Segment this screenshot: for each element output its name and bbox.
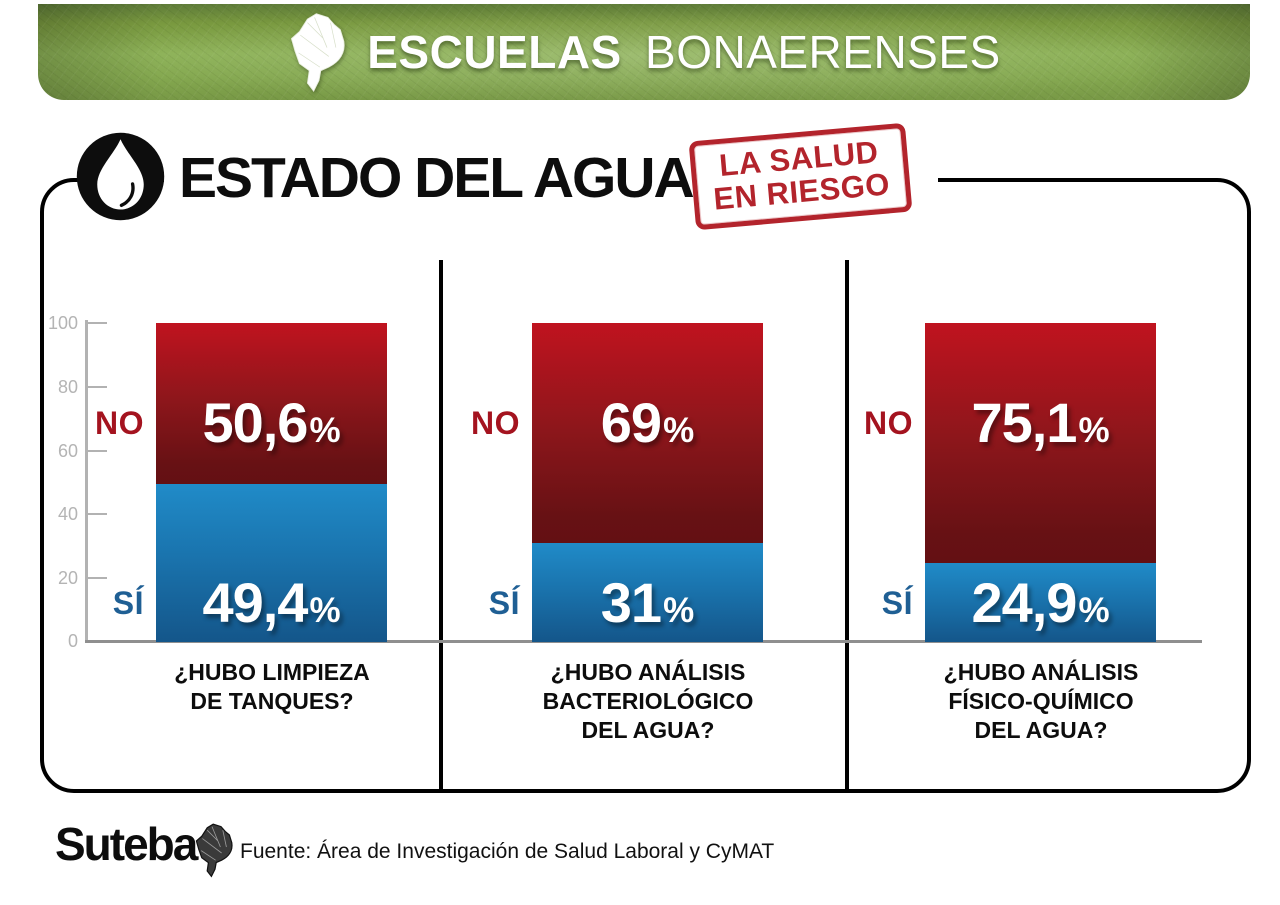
y-tick-label: 80 [57,376,78,397]
percent-sign: % [309,411,341,450]
suteba-logo-text: Suteba [55,818,198,870]
y-tick-label: 0 [67,630,78,651]
y-axis-line [85,320,88,642]
y-tick-mark [85,385,107,389]
stacked-bar-tank-cleaning: NO SÍ 50,6% 49,4% [95,323,387,642]
stacked-bar-bacteriological: NO SÍ 69% 31% [471,323,763,642]
no-percentage-value: 75,1% [925,393,1156,453]
warning-stamp: LA SALUD EN RIESGO [688,122,913,231]
source-attribution: Fuente: Área de Investigación de Salud L… [240,840,775,863]
y-tick-label: 40 [57,503,78,524]
no-percentage-number: 69 [600,391,662,454]
no-legend-label: NO [471,405,520,441]
bar-segment-si [532,543,763,642]
no-percentage-number: 75,1 [971,391,1077,454]
si-legend-label: SÍ [881,585,913,621]
question-physicochemical: ¿HUBO ANÁLISIS FÍSICO-QUÍMICO DEL AGUA? [943,659,1139,743]
header-title: ESCUELAS BONAERENSES [367,25,1000,79]
percent-sign: % [663,591,695,630]
no-legend-label: NO [95,405,144,441]
suteba-logo: Suteba [55,818,236,880]
y-tick-label: 60 [57,440,78,461]
header-title-light: BONAERENSES [645,26,1001,78]
si-percentage-value: 31% [532,573,763,633]
percent-sign: % [663,411,695,450]
y-tick-label: 100 [47,312,78,333]
y-tick-80: 80 [39,377,109,397]
question-tank-cleaning: ¿HUBO LIMPIEZA DE TANQUES? [174,659,370,714]
y-tick-mark [85,321,107,325]
bar-segment-no [925,323,1156,563]
y-tick-mark [85,449,107,453]
si-percentage-number: 49,4 [202,571,308,634]
si-percentage-value: 49,4% [156,573,387,633]
no-percentage-number: 50,6 [202,391,308,454]
percent-sign: % [1078,411,1110,450]
percent-sign: % [1078,591,1110,630]
header-banner: ESCUELAS BONAERENSES [38,4,1250,100]
no-legend-label: NO [864,405,913,441]
header-title-bold: ESCUELAS [367,26,622,78]
si-percentage-number: 24,9 [971,571,1077,634]
si-legend-label: SÍ [488,585,520,621]
bar-segment-si [156,484,387,642]
buenos-aires-map-icon [291,13,345,92]
y-tick-mark [85,576,107,580]
frame-top-border-gap [164,176,938,186]
y-tick-label: 20 [57,567,78,588]
y-tick-60: 60 [39,441,109,461]
content-frame [40,176,1251,793]
no-percentage-value: 50,6% [156,393,387,453]
si-legend-label: SÍ [112,585,144,621]
water-drop-icon [76,132,165,221]
bar-segment-no [156,323,387,485]
suteba-map-icon [196,823,233,878]
y-tick-mark [85,512,107,516]
y-tick-20: 20 [39,568,109,588]
section-divider-2 [845,260,849,789]
no-percentage-value: 69% [532,393,763,453]
stacked-bar-physicochemical: NO SÍ 75,1% 24,9% [864,323,1156,642]
percent-sign: % [309,591,341,630]
bar-segment-no [532,323,763,544]
question-bacteriological: ¿HUBO ANÁLISIS BACTERIOLÓGICO DEL AGUA? [542,659,754,743]
y-tick-40: 40 [39,504,109,524]
section-divider-1 [439,260,443,789]
si-percentage-number: 31 [600,571,662,634]
page-title: ESTADO DEL AGUA [179,146,695,210]
si-percentage-value: 24,9% [925,573,1156,633]
bar-segment-si [925,562,1156,642]
y-tick-100: 100 [39,313,109,333]
